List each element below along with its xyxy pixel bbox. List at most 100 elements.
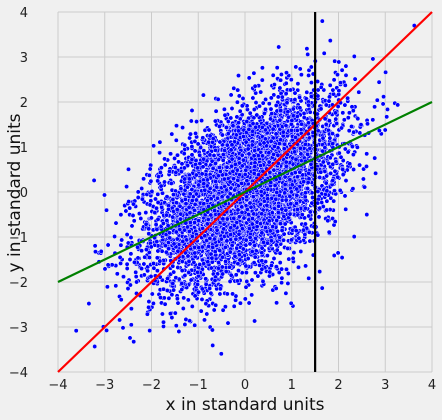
scatter-point <box>283 80 289 86</box>
scatter-point <box>213 108 219 114</box>
scatter-point <box>98 248 104 254</box>
scatter-point <box>326 229 332 235</box>
scatter-point <box>120 325 126 331</box>
scatter-point <box>274 65 280 71</box>
scatter-point <box>128 322 134 328</box>
scatter-point <box>148 215 154 221</box>
scatter-point <box>233 272 239 278</box>
scatter-point <box>118 297 124 303</box>
scatter-point <box>136 211 142 217</box>
scatter-point <box>118 242 124 248</box>
scatter-point <box>135 255 141 261</box>
scatter-point <box>281 237 286 243</box>
scatter-point <box>118 260 124 266</box>
scatter-point <box>347 161 353 167</box>
scatter-point <box>148 198 154 204</box>
scatter-point <box>355 116 361 122</box>
scatter-point <box>225 119 231 124</box>
scatter-point <box>319 285 325 291</box>
scatter-point <box>340 172 346 178</box>
scatter-point <box>93 249 98 255</box>
scatter-point <box>385 106 390 112</box>
scatter-point <box>105 242 111 248</box>
scatter-point <box>294 128 300 133</box>
scatter-point <box>286 256 292 262</box>
scatter-point <box>170 197 176 202</box>
scatter-point <box>169 315 175 321</box>
scatter-point <box>364 212 370 218</box>
scatter-point <box>135 189 141 195</box>
scatter-point <box>162 156 168 162</box>
scatter-point <box>113 283 119 289</box>
scatter-point <box>117 254 123 260</box>
scatter-point <box>306 72 312 78</box>
scatter-point <box>154 268 160 274</box>
scatter-point <box>257 103 262 109</box>
scatter-point <box>254 112 260 118</box>
scatter-point <box>148 244 154 250</box>
scatter-point <box>271 256 277 261</box>
scatter-point <box>283 290 289 296</box>
scatter-point <box>342 82 348 88</box>
scatter-point <box>133 274 139 280</box>
scatter-point <box>180 306 186 311</box>
scatter-point <box>284 266 289 272</box>
scatter-point <box>271 82 277 88</box>
scatter-point <box>104 207 109 213</box>
scatter-point <box>345 95 351 101</box>
scatter-point <box>195 141 201 147</box>
scatter-point <box>236 120 242 126</box>
scatter-point <box>86 301 92 307</box>
scatter-point <box>243 284 249 290</box>
scatter-point <box>282 221 288 227</box>
scatter-point <box>267 269 273 275</box>
scatter-point <box>170 214 176 220</box>
scatter-point <box>92 243 98 249</box>
scatter-point <box>197 152 203 158</box>
scatter-point <box>228 115 234 121</box>
scatter-point <box>317 269 323 275</box>
scatter-point <box>216 124 222 129</box>
scatter-point <box>373 170 379 176</box>
scatter-point <box>192 138 198 144</box>
scatter-point <box>132 259 137 265</box>
scatter-point <box>127 205 133 211</box>
scatter-point <box>200 92 206 98</box>
scatter-point <box>252 83 258 89</box>
scatter-point <box>279 275 285 281</box>
scatter-point <box>382 127 388 133</box>
scatter-point <box>131 218 137 224</box>
scatter-point <box>159 311 165 317</box>
scatter-point <box>128 251 134 257</box>
scatter-point <box>222 112 228 118</box>
scatter-point <box>285 245 291 251</box>
scatter-point <box>119 237 125 243</box>
scatter-point <box>203 301 209 307</box>
scatter-point <box>92 344 98 349</box>
scatter-point <box>284 70 289 76</box>
scatter-point <box>331 198 337 204</box>
scatter-point <box>150 300 156 306</box>
scatter-point <box>233 297 239 303</box>
scatter-point <box>145 268 151 274</box>
scatter-point <box>297 145 303 151</box>
scatter-point <box>188 118 194 124</box>
scatter-point <box>220 271 226 277</box>
scatter-point <box>346 110 352 116</box>
scatter-point <box>360 176 366 182</box>
scatter-point <box>384 114 390 120</box>
scatter-point <box>343 63 349 69</box>
scatter-point <box>189 303 195 309</box>
scatter-point <box>189 157 195 163</box>
scatter-point <box>307 238 313 244</box>
scatter-point <box>215 96 221 102</box>
scatter-point <box>146 299 152 305</box>
scatter-point <box>186 204 192 210</box>
scatter-point <box>295 206 300 212</box>
scatter-point <box>146 231 152 237</box>
scatter-point <box>380 101 386 107</box>
scatter-point <box>166 295 172 301</box>
scatter-point <box>260 278 266 284</box>
scatter-point <box>173 137 179 143</box>
scatter-point <box>189 144 195 150</box>
